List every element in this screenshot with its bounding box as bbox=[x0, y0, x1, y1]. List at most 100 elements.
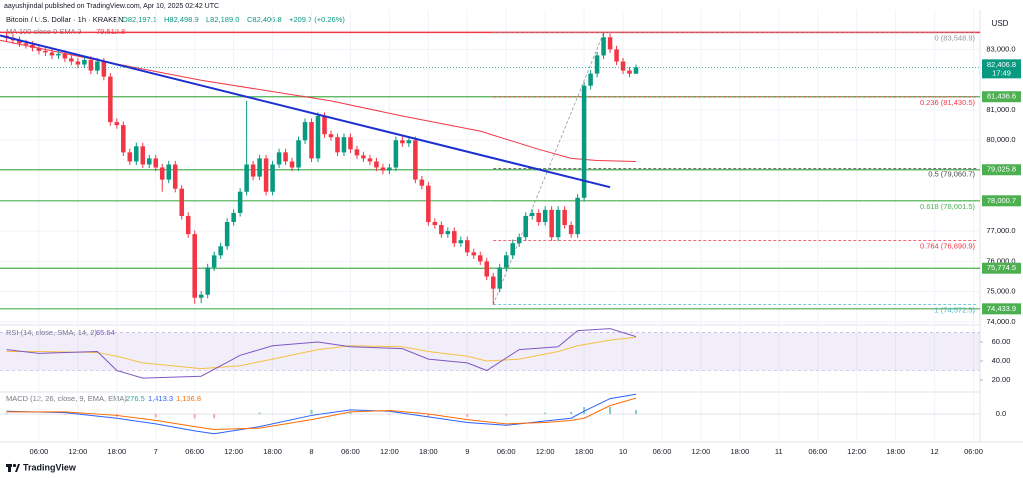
macd-histogram-bar bbox=[63, 414, 66, 415]
candle-body bbox=[244, 164, 249, 192]
candle-body bbox=[179, 188, 184, 216]
candle-body bbox=[289, 161, 295, 168]
macd-histogram-bar bbox=[505, 414, 508, 416]
candle-body bbox=[43, 50, 48, 53]
candle-body bbox=[419, 179, 425, 186]
ohlc-change: +209.7 (+0.26%) bbox=[289, 15, 345, 24]
fib-label: 0.764 (76,690.9) bbox=[920, 241, 976, 250]
macd-histogram-bar bbox=[349, 411, 352, 415]
level-label-box bbox=[982, 91, 1021, 103]
candle-body bbox=[452, 231, 457, 244]
candle-body bbox=[263, 158, 269, 192]
macd-legend: MACD (12, 26, close, 9, EMA, EMA) bbox=[6, 394, 127, 403]
candle-body bbox=[283, 152, 288, 162]
candle-body bbox=[477, 255, 483, 262]
candle-body bbox=[159, 167, 165, 180]
candle-body bbox=[426, 185, 431, 223]
candle-body bbox=[257, 158, 262, 177]
ohlc-close: C82,406.8 bbox=[247, 15, 282, 24]
candle-body bbox=[510, 243, 515, 256]
candle-body bbox=[101, 61, 107, 77]
candle-body bbox=[302, 122, 308, 141]
x-tick-label: 18:00 bbox=[730, 447, 749, 456]
fib-label: 0.618 (78,001.5) bbox=[920, 202, 976, 211]
macd-line bbox=[6, 393, 637, 435]
candle-body bbox=[205, 267, 210, 295]
x-tick-label: 12:00 bbox=[380, 447, 399, 456]
macd-histogram-bar bbox=[213, 414, 216, 419]
x-tick-label: 18:00 bbox=[886, 447, 905, 456]
brand: TradingView bbox=[23, 462, 77, 472]
x-tick-label: 06:00 bbox=[185, 447, 204, 456]
y-tick-label: 76,000.0 bbox=[986, 256, 1015, 265]
candle-body bbox=[568, 225, 574, 235]
candle-body bbox=[134, 146, 139, 162]
candle-body bbox=[400, 140, 405, 144]
x-tick-label: 12:00 bbox=[68, 447, 87, 456]
x-tick-label: 18:00 bbox=[263, 447, 282, 456]
rsi-legend: RSI (14, close, SMA, 14, 2) bbox=[6, 328, 97, 337]
ohlc-high: H82,498.9 bbox=[164, 15, 199, 24]
rsi-band bbox=[0, 332, 980, 371]
x-tick-label: 18:00 bbox=[575, 447, 594, 456]
candle-body bbox=[549, 209, 554, 238]
macd-histogram-bar bbox=[583, 407, 586, 415]
rsi-tick-label: 40.00 bbox=[992, 356, 1011, 365]
rsi-tick-label: 60.00 bbox=[992, 337, 1011, 346]
y-tick-label: 77,000.0 bbox=[986, 226, 1015, 235]
x-tick-label: 06:00 bbox=[964, 447, 983, 456]
candle-body bbox=[380, 167, 386, 171]
candle-body bbox=[458, 240, 464, 244]
macd-hist-value: 276.5 bbox=[126, 394, 145, 403]
candle-body bbox=[341, 137, 347, 153]
candle-body bbox=[471, 252, 477, 256]
candle-body bbox=[588, 73, 593, 86]
candle-body bbox=[17, 40, 22, 44]
fib-diagonal bbox=[492, 32, 604, 305]
publisher: aayushjindal published on TradingView.co… bbox=[4, 3, 219, 10]
candle-body bbox=[69, 58, 74, 62]
candle-body bbox=[620, 61, 626, 71]
candle-body bbox=[231, 212, 236, 223]
candle-body bbox=[406, 140, 412, 144]
candle-body bbox=[594, 55, 600, 74]
level-label-box bbox=[982, 262, 1021, 274]
candle-body bbox=[465, 240, 470, 253]
x-tick-label: 12:00 bbox=[692, 447, 711, 456]
level-label: 75,774.5 bbox=[987, 263, 1016, 272]
candle-body bbox=[30, 44, 35, 48]
candle-body bbox=[224, 222, 230, 247]
candle-body bbox=[575, 197, 580, 235]
fib-label: 1 (74,572.5) bbox=[935, 306, 976, 315]
candle-body bbox=[270, 164, 275, 192]
macd-histogram-bar bbox=[388, 414, 391, 415]
x-tick-label: 12:00 bbox=[536, 447, 555, 456]
candle-body bbox=[393, 140, 399, 168]
candle-body bbox=[49, 52, 55, 56]
brand-logo bbox=[6, 463, 20, 472]
candle-body bbox=[315, 116, 321, 159]
candle-body bbox=[276, 152, 282, 165]
candle-body bbox=[490, 276, 496, 289]
candle-body bbox=[633, 67, 639, 74]
candle-body bbox=[328, 134, 334, 138]
candle-body bbox=[354, 149, 360, 156]
candle-body bbox=[211, 255, 217, 268]
x-tick-label: 06:00 bbox=[653, 447, 672, 456]
candle-body bbox=[75, 61, 81, 65]
candle-body bbox=[172, 164, 178, 189]
candle-body bbox=[367, 158, 373, 162]
x-tick-label: 8 bbox=[309, 447, 313, 456]
last-price-box bbox=[982, 59, 1021, 79]
x-tick-label: 7 bbox=[154, 447, 158, 456]
y-tick-label: 75,000.0 bbox=[986, 287, 1015, 296]
x-tick-label: 12 bbox=[930, 447, 938, 456]
candle-body bbox=[439, 225, 444, 235]
candle-body bbox=[361, 155, 366, 159]
candle-body bbox=[607, 37, 613, 50]
candle-body bbox=[95, 61, 100, 71]
macd-histogram-bar bbox=[635, 410, 638, 415]
candle-body bbox=[108, 76, 113, 123]
candle-body bbox=[562, 209, 567, 226]
